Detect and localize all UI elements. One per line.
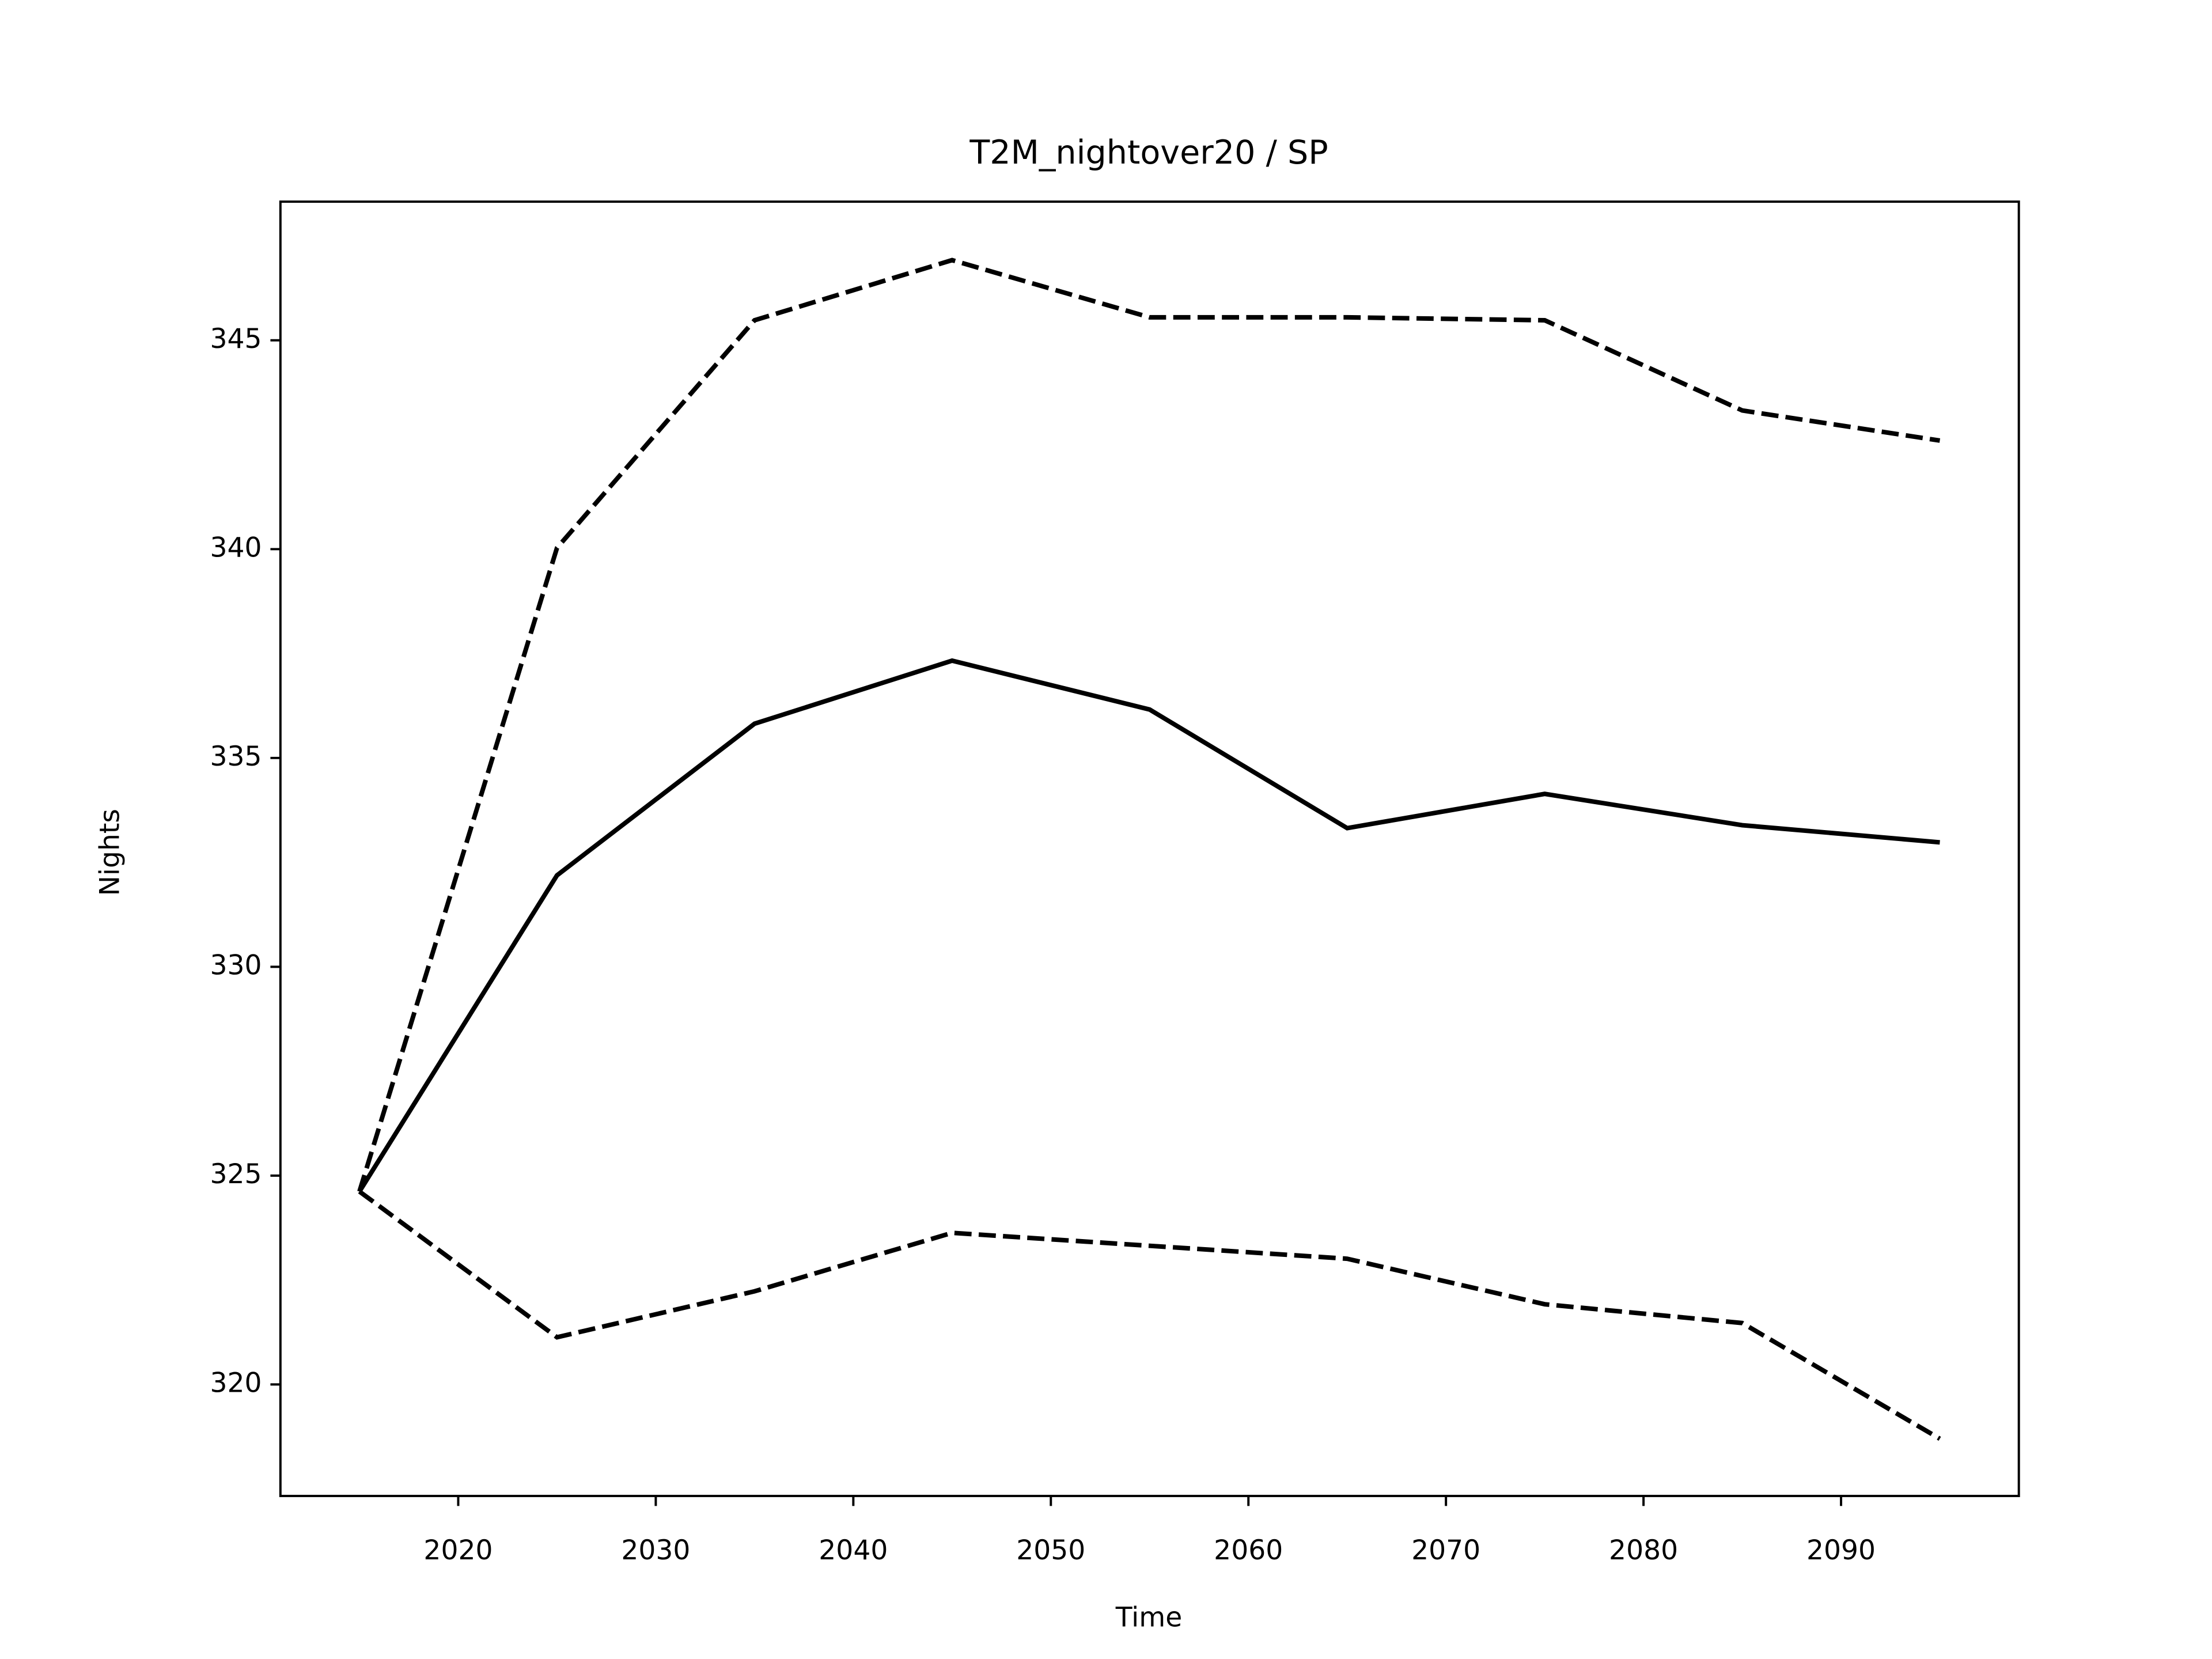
line-series — [357, 658, 1940, 1193]
x-tick-label: 2090 — [1806, 1535, 1876, 1566]
x-tick-label: 2040 — [819, 1535, 888, 1566]
x-tick-label: 2070 — [1411, 1535, 1480, 1566]
y-tick-label: 320 — [210, 1367, 262, 1399]
plot-frame — [279, 200, 2020, 1497]
y-tick-label: 335 — [210, 741, 262, 772]
line-series — [357, 257, 1941, 1192]
y-tick-label: 345 — [210, 323, 262, 355]
x-tick-label: 2060 — [1214, 1535, 1283, 1566]
chart-title: T2M_nightover20 / SP — [969, 134, 1328, 172]
line-series — [358, 1190, 1941, 1441]
x-tick-label: 2050 — [1016, 1535, 1085, 1566]
x-axis-label: Time — [1115, 1601, 1182, 1633]
y-tick-label: 325 — [210, 1158, 262, 1190]
y-axis-label: Nights — [94, 809, 126, 896]
y-tick-label: 340 — [210, 532, 262, 563]
x-tick-label: 2020 — [423, 1535, 493, 1566]
x-tick-label: 2030 — [621, 1535, 690, 1566]
y-tick-label: 330 — [210, 949, 262, 981]
x-tick-label: 2080 — [1609, 1535, 1678, 1566]
